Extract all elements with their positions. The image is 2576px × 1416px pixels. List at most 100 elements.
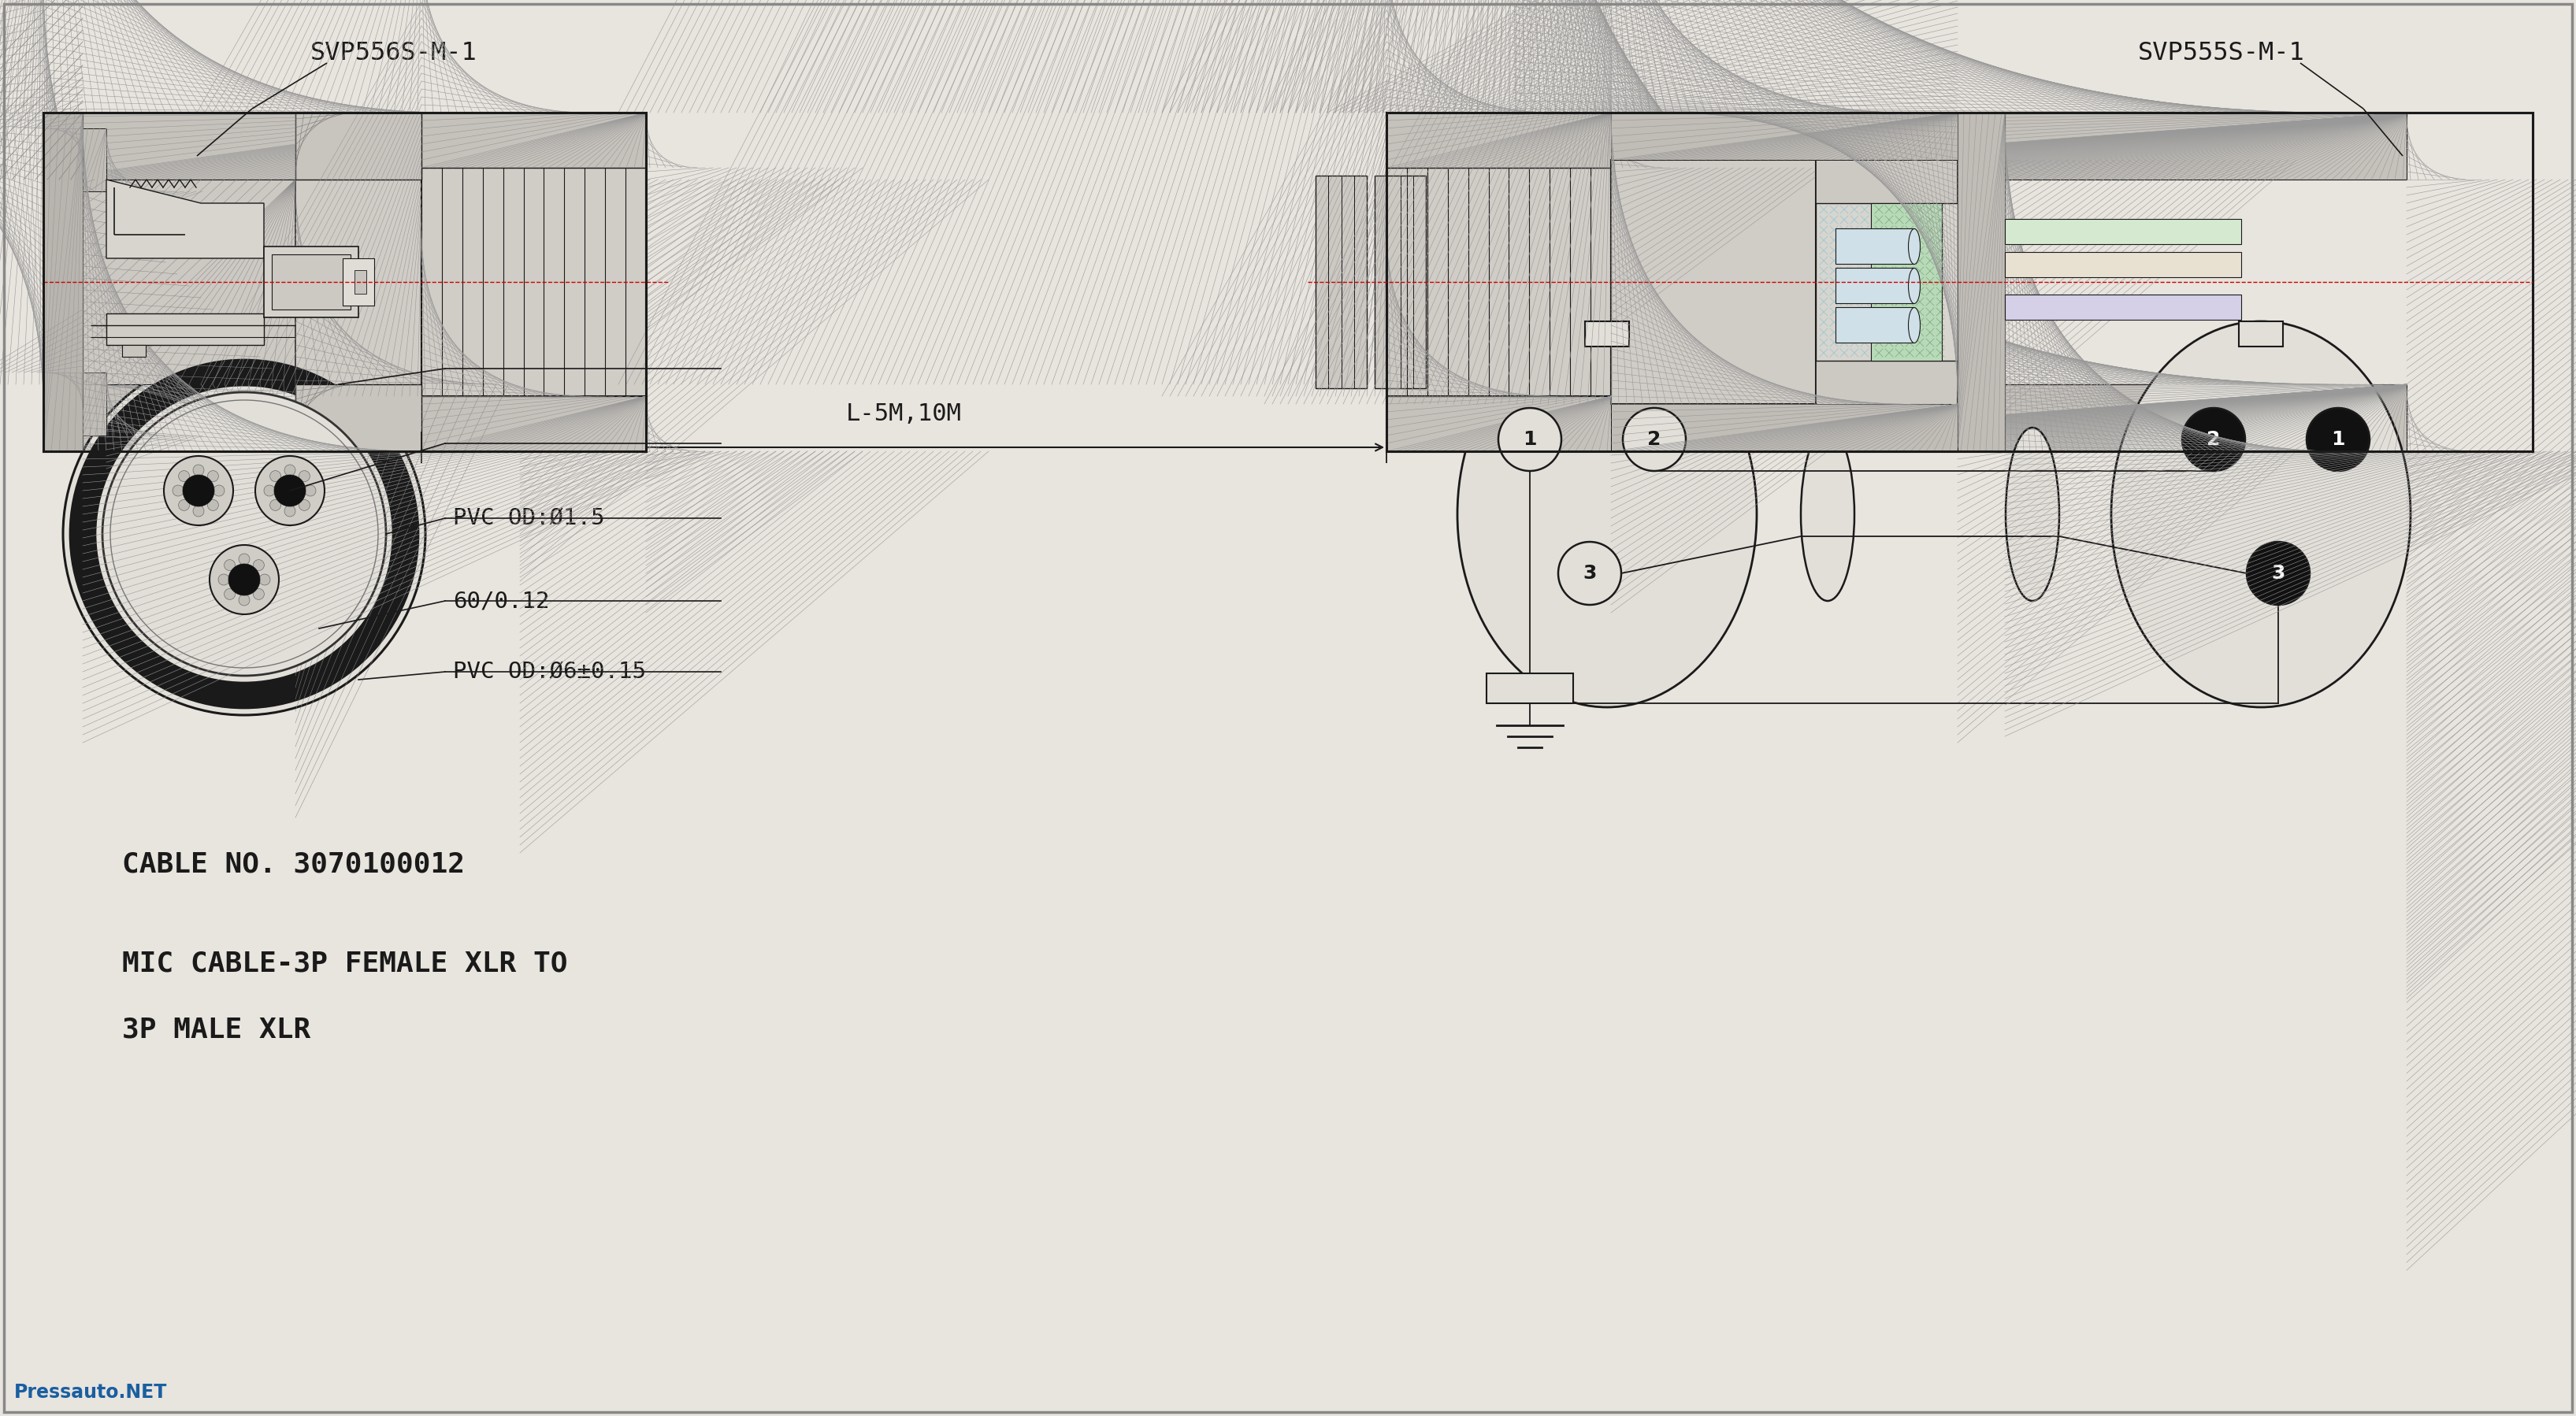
Circle shape [229, 564, 260, 595]
Bar [44, 384, 520, 452]
Circle shape [1499, 408, 1561, 472]
Bar [2239, 321, 2282, 347]
Bar [343, 258, 374, 306]
Bar [44, 113, 647, 452]
Bar [1816, 202, 1958, 361]
Bar [1386, 113, 1610, 167]
Circle shape [299, 470, 309, 481]
Bar [82, 129, 106, 191]
Bar [273, 255, 350, 310]
Text: 1: 1 [1522, 430, 1538, 449]
Bar [1870, 202, 1942, 361]
Circle shape [252, 589, 265, 599]
Bar [1610, 113, 1958, 160]
Circle shape [219, 573, 229, 585]
Bar [1486, 674, 1574, 704]
Text: 60/0.12: 60/0.12 [453, 590, 549, 612]
Bar [1316, 176, 1368, 388]
Circle shape [224, 559, 234, 571]
Bar [106, 313, 263, 346]
Bar [1837, 228, 1914, 263]
Bar [296, 113, 422, 180]
Text: PVC OD:Ø6±0.15: PVC OD:Ø6±0.15 [453, 661, 647, 683]
Circle shape [2182, 408, 2246, 472]
Bar [44, 113, 82, 452]
Polygon shape [296, 160, 422, 404]
Bar [1610, 404, 1958, 452]
Bar [422, 113, 647, 167]
Bar [422, 167, 647, 396]
Bar [2004, 295, 2241, 320]
Bar [121, 346, 147, 357]
Text: 3: 3 [2272, 564, 2285, 583]
Ellipse shape [2112, 321, 2411, 707]
Bar [44, 113, 520, 180]
Polygon shape [1816, 113, 1958, 452]
Circle shape [270, 470, 281, 481]
Text: 2: 2 [1649, 430, 1662, 449]
Circle shape [183, 474, 214, 507]
Bar [2004, 219, 2241, 244]
Text: 1: 1 [2331, 430, 2344, 449]
Circle shape [270, 500, 281, 511]
Bar [1512, 384, 2406, 452]
Circle shape [1623, 408, 1685, 472]
Circle shape [209, 545, 278, 615]
Polygon shape [106, 180, 263, 258]
Circle shape [273, 474, 307, 507]
Text: PVC OD:Ø1.5: PVC OD:Ø1.5 [453, 507, 605, 530]
Bar [355, 270, 366, 293]
Ellipse shape [1909, 307, 1919, 343]
Circle shape [209, 500, 219, 511]
Circle shape [173, 486, 183, 496]
Text: SVP555S-M-1: SVP555S-M-1 [2138, 41, 2306, 65]
Circle shape [193, 464, 204, 476]
Text: 3P MALE XLR: 3P MALE XLR [121, 1017, 312, 1044]
Circle shape [252, 559, 265, 571]
Circle shape [240, 595, 250, 606]
Circle shape [304, 486, 317, 496]
Bar [1837, 307, 1914, 343]
Bar [2004, 252, 2241, 278]
Bar [1610, 160, 1816, 404]
Text: CABLE NO. 3070100012: CABLE NO. 3070100012 [121, 851, 464, 878]
Bar [1512, 113, 2406, 180]
Ellipse shape [1909, 229, 1919, 265]
Circle shape [240, 573, 250, 585]
Bar [1837, 268, 1914, 303]
Circle shape [255, 456, 325, 525]
Bar [1376, 176, 1427, 388]
Circle shape [283, 506, 296, 517]
Ellipse shape [1909, 268, 1919, 303]
Circle shape [260, 573, 270, 585]
Bar [422, 396, 647, 452]
Bar [82, 180, 296, 384]
Circle shape [2306, 408, 2370, 472]
Ellipse shape [2007, 428, 2058, 600]
Text: 2: 2 [2208, 430, 2221, 449]
Circle shape [283, 464, 296, 476]
Circle shape [209, 470, 219, 481]
Circle shape [1558, 542, 1620, 605]
Ellipse shape [1801, 428, 1855, 600]
Bar [82, 372, 106, 436]
Circle shape [193, 486, 204, 496]
Circle shape [165, 456, 234, 525]
Circle shape [240, 554, 250, 565]
Text: 2*20/0.12: 2*20/0.12 [453, 432, 577, 455]
Text: L-5M,10M: L-5M,10M [845, 402, 961, 425]
Circle shape [2246, 542, 2311, 605]
Text: 3: 3 [1582, 564, 1597, 583]
Bar [1958, 113, 2004, 452]
Text: Pressauto.NET: Pressauto.NET [15, 1383, 167, 1402]
Bar [1386, 167, 1610, 396]
Text: SVP556S-M-1: SVP556S-M-1 [312, 41, 477, 65]
Circle shape [283, 486, 296, 496]
Ellipse shape [1458, 321, 1757, 707]
Circle shape [263, 486, 276, 496]
Text: 棉线: 棉线 [453, 358, 482, 379]
Text: MIC CABLE-3P FEMALE XLR TO: MIC CABLE-3P FEMALE XLR TO [121, 950, 567, 977]
Circle shape [299, 500, 309, 511]
Circle shape [178, 470, 191, 481]
Bar [1386, 396, 1610, 452]
